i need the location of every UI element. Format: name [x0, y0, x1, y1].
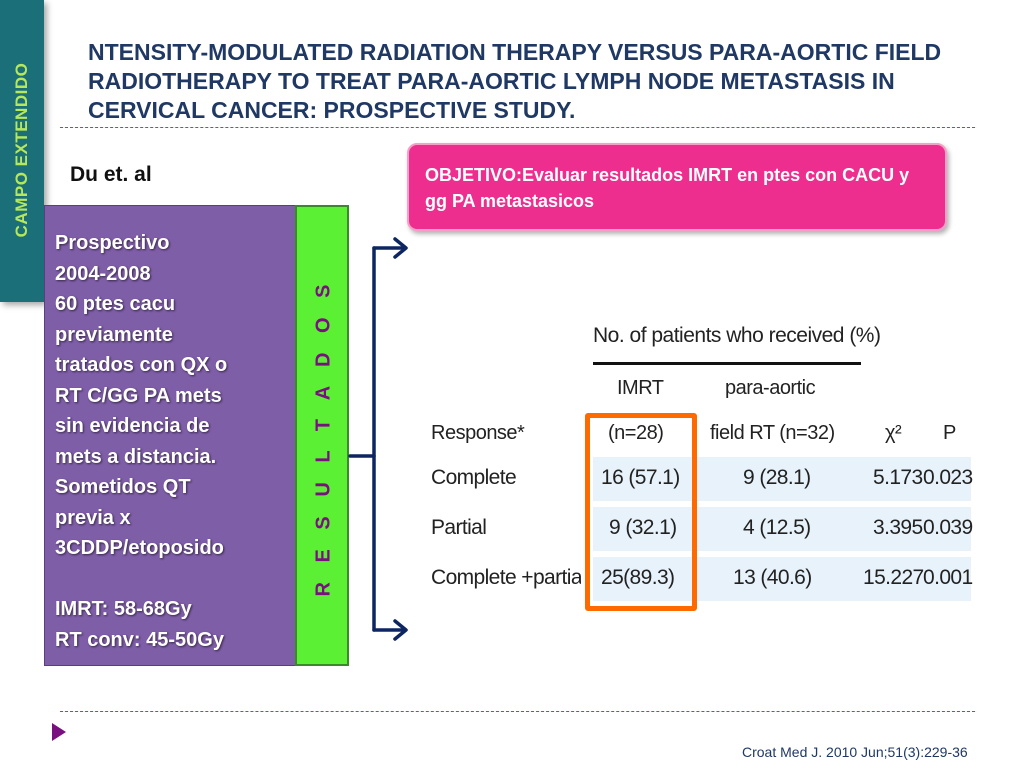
- col-header-pa-n: field RT (n=32): [710, 422, 835, 444]
- cell-pa: 4 (12.5): [743, 516, 811, 539]
- slide-title: NTENSITY-MODULATED RADIATION THERAPY VER…: [88, 39, 942, 123]
- cell-chi: 5.173: [873, 466, 923, 489]
- cell-response: Partial: [431, 516, 487, 539]
- study-line: RT C/GG PA mets: [55, 384, 222, 407]
- imrt-highlight-box: [585, 413, 697, 611]
- study-line: sin evidencia de: [55, 415, 210, 437]
- cell-chi: 15.227: [863, 566, 924, 589]
- dose-line: RT conv: 45-50Gy: [55, 628, 224, 651]
- cell-pa: 13 (40.6): [733, 566, 812, 589]
- study-line: previamente: [55, 323, 173, 346]
- play-triangle-icon: [52, 723, 66, 741]
- col-header-p: P: [943, 422, 956, 444]
- results-table: No. of patients who received (%) IMRT (n…: [425, 322, 975, 612]
- top-divider: [60, 127, 975, 128]
- bracket-arrows-icon: [348, 237, 408, 641]
- cell-imrt: 9 (32.1): [609, 516, 677, 539]
- authors: Du et. al: [70, 163, 152, 186]
- study-line: mets a distancia.: [55, 445, 217, 468]
- cell-imrt: 16 (57.1): [601, 466, 680, 489]
- cell-p: 0.039: [923, 516, 973, 539]
- side-tab-label: CAMPO EXTENDIDO: [12, 62, 31, 238]
- study-line: 3CDDP/etoposido: [55, 537, 224, 559]
- col-header-response: Response*: [431, 422, 525, 444]
- cell-response: Complete: [431, 466, 517, 489]
- cell-p: 0.001: [923, 566, 973, 589]
- study-design-box: Prospectivo 2004-2008 60 ptes cacu previ…: [44, 205, 296, 666]
- study-line: 60 ptes cacu: [55, 293, 176, 315]
- study-line: 2004-2008: [55, 262, 151, 285]
- col-header-imrt: IMRT: [617, 377, 664, 399]
- study-line: Prospectivo: [55, 232, 170, 254]
- col-header-pa: para-aortic: [725, 377, 816, 399]
- cell-imrt: 25(89.3): [601, 566, 675, 589]
- col-header-chi: χ²: [885, 422, 902, 444]
- dose-line: IMRT: 58-68Gy: [55, 598, 192, 620]
- cell-response: Complete +partia: [431, 566, 581, 589]
- cell-pa: 9 (28.1): [743, 466, 811, 489]
- row-background: [593, 557, 971, 601]
- study-line: tratados con QX o: [55, 354, 228, 376]
- cell-p: 0.023: [923, 466, 973, 489]
- row-background: [593, 507, 971, 551]
- study-line: previa x: [55, 506, 131, 529]
- side-tab: CAMPO EXTENDIDO: [0, 0, 44, 302]
- row-background: [593, 457, 971, 501]
- table-rule: [593, 362, 861, 365]
- study-line: Sometidos QT: [55, 476, 191, 498]
- results-label: R E S U L T A D O S: [312, 277, 335, 597]
- results-box: R E S U L T A D O S: [295, 205, 349, 666]
- bottom-divider: [60, 711, 975, 712]
- col-header-imrt-n: (n=28): [608, 422, 664, 444]
- objective-box: OBJETIVO:Evaluar resultados IMRT en ptes…: [407, 143, 947, 231]
- citation: Croat Med J. 2010 Jun;51(3):229-36: [742, 744, 968, 760]
- table-span-header: No. of patients who received (%): [593, 324, 881, 347]
- cell-chi: 3.395: [873, 516, 923, 539]
